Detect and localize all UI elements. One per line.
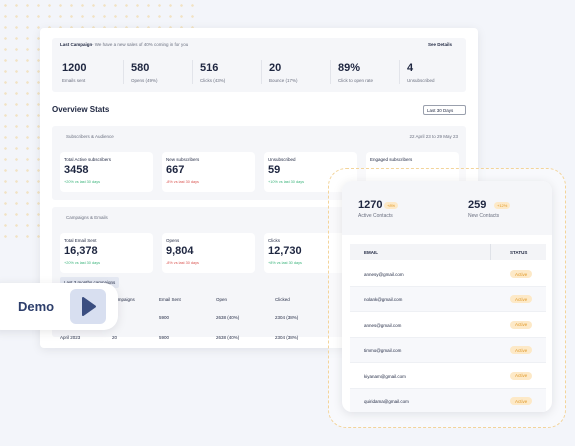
table-cell: 2638 (40%)	[216, 315, 240, 320]
email: kiyanam@gmail.com	[364, 373, 406, 379]
stat-card: Clicks 12,730 +8% vs last 30 days	[264, 233, 357, 273]
date-range: 22 April 23 to 29 May 23	[409, 134, 458, 139]
stat-label: Emails sent	[62, 78, 86, 83]
table-cell: 20	[112, 335, 118, 340]
stat-value: 516	[200, 62, 219, 74]
stat-card: Total Active subscribers 3458 +20% vs last…	[60, 152, 153, 192]
stat-value: 20	[269, 62, 282, 74]
contact-value: 259	[468, 199, 487, 211]
contact-label: New Contacts	[468, 213, 500, 219]
contacts-stats: 1270 +8% Active Contacts 259 +12% New Contact…	[342, 181, 552, 235]
stat-label: Clicks (43%)	[200, 78, 226, 83]
column-header: Clicked	[275, 297, 290, 302]
card-value: 59	[268, 164, 281, 176]
divider	[399, 60, 400, 84]
email: timmo@gmail.com	[364, 348, 402, 354]
banner: Last Campaign - We have a new sales of 40…	[52, 38, 466, 92]
stat-label: Opens (49%)	[131, 78, 158, 83]
stat-label: Click to open rate	[338, 78, 374, 83]
stat-value: 1200	[62, 62, 87, 74]
card-value: 16,378	[64, 245, 98, 257]
table-header-bg	[350, 244, 546, 260]
see-details: See Details	[427, 42, 452, 47]
card-label: Unsubscribed	[268, 157, 296, 162]
divider	[261, 60, 262, 84]
campaigns-tab: Last 3 months campaigns	[60, 277, 120, 288]
contact-value: 1270	[358, 199, 383, 211]
status-header: STATUS	[510, 250, 528, 255]
status-badge: Active	[510, 397, 533, 405]
table-cell: 2304 (38%)	[275, 335, 299, 340]
card-change: -8% vs last 30 days	[166, 261, 199, 265]
card-value: 9,804	[166, 245, 194, 257]
table-cell: 2638 (40%)	[216, 335, 240, 340]
card-label: Clicks	[268, 238, 280, 243]
email: nolank@gmail.com	[364, 297, 403, 303]
email: annesy@gmail.com	[364, 272, 404, 277]
column-header: Open	[216, 297, 228, 302]
table-cell: 5900	[159, 315, 170, 320]
stat-label: Bounce (17%)	[269, 78, 298, 83]
card-change: +8% vs last 30 days	[268, 261, 302, 265]
table-cell: April 2023	[60, 335, 81, 340]
stat-card: Total Email Sent 16,378 +20% vs last 30 da…	[60, 233, 153, 273]
status-badge: Active	[510, 346, 533, 355]
status-badge: Active	[510, 320, 533, 329]
contact-label: Active Contacts	[358, 213, 393, 219]
banner-text: - We have a new sales of 40% coming in f…	[92, 42, 189, 47]
column-header: Campaigns	[112, 297, 135, 302]
status-badge: Active	[510, 295, 533, 304]
stat-card: Opens 9,804 -8% vs last 30 days	[162, 233, 255, 273]
card-label: Total Email Sent	[64, 238, 97, 243]
card-value: 667	[166, 164, 185, 176]
stat-label: Unsubscribed	[407, 78, 435, 83]
section: Subscribers & Audience Total Active subsc…	[52, 126, 466, 200]
card-label: New subscribers	[166, 157, 200, 162]
header-divider	[490, 244, 491, 260]
section-title: Campaigns & Emails	[66, 215, 108, 220]
table-cell: 2304 (38%)	[275, 315, 299, 320]
card-label: Engaged subscribers	[370, 157, 413, 162]
divider	[330, 60, 331, 84]
status-badge: Active	[510, 270, 533, 278]
contact-badge: +8%	[384, 202, 399, 209]
card-label: Opens	[166, 238, 180, 243]
table-cell: 5900	[159, 335, 170, 340]
overview-title: Overview Stats	[52, 105, 110, 114]
divider	[123, 60, 124, 84]
email: quiridama@gmail.com	[364, 399, 409, 404]
email-header: EMAIL	[364, 250, 378, 255]
card-value: 12,730	[268, 245, 302, 257]
stat-value: 4	[407, 62, 414, 74]
card-change: +20% vs last 30 days	[64, 180, 100, 184]
banner-title: Last Campaign	[60, 42, 93, 47]
contact-badge: +12%	[494, 202, 511, 209]
stat-value: 580	[131, 62, 150, 74]
range-dropdown[interactable]: Last 30 Days	[423, 105, 466, 115]
divider	[192, 60, 193, 84]
email: annes@gmail.com	[364, 322, 402, 328]
play-icon	[82, 297, 96, 316]
table-row	[350, 389, 546, 412]
status-badge: Active	[510, 371, 533, 380]
card-change: -8% vs last 30 days	[166, 180, 199, 184]
demo-label: Demo	[18, 299, 55, 314]
play-button	[70, 289, 106, 324]
column-header: Email Sent	[159, 297, 181, 302]
demo-button[interactable]: Demo	[0, 283, 118, 330]
range-label: Last 30 Days	[427, 108, 454, 113]
card-label: Total Active subscribers	[64, 157, 112, 162]
section-title: Subscribers & Audience	[66, 134, 114, 139]
card-value: 3458	[64, 164, 89, 176]
contacts-card: 1270 +8% Active Contacts 259 +12% New Contact…	[342, 181, 552, 412]
stat-card: New subscribers 667 -8% vs last 30 days	[162, 152, 255, 192]
card-change: +20% vs last 30 days	[64, 261, 100, 265]
card-change: +10% vs last 30 days	[268, 180, 304, 184]
stat-value: 89%	[338, 62, 361, 74]
